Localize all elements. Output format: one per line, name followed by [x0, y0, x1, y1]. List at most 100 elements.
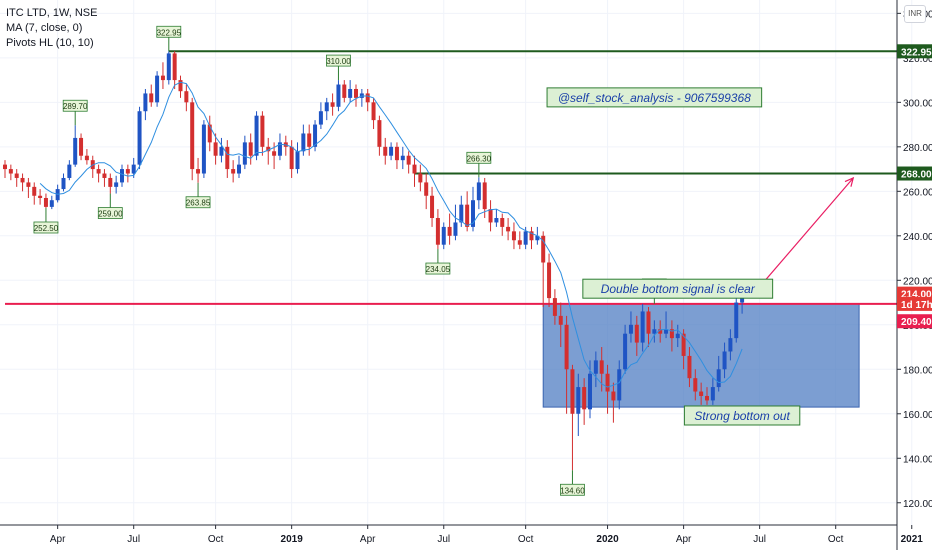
time-tick-label: 2020 [596, 534, 619, 545]
time-tick-label: Jul [753, 534, 766, 545]
ma-7-line [39, 81, 743, 388]
candle-body [272, 151, 277, 156]
candle-body [471, 200, 475, 227]
pivot-label: 289.70 [63, 102, 88, 111]
arrow-line[interactable] [753, 177, 854, 295]
candle-body [143, 93, 148, 112]
candle-body [722, 351, 727, 370]
time-tick-label: Jul [437, 534, 450, 545]
candle-body [465, 204, 470, 227]
candle-body [441, 226, 446, 245]
price-tick-label: 320.00 [903, 54, 932, 65]
candle-body [623, 333, 628, 370]
candle-body [447, 226, 452, 236]
candle-body [49, 200, 54, 207]
candle-body [517, 240, 522, 245]
candle-body [710, 387, 715, 401]
candle-body [482, 182, 487, 210]
symbol-title[interactable]: ITC LTD, 1W, NSE [6, 7, 98, 19]
time-tick-label: Apr [50, 534, 66, 545]
candle-body [453, 222, 458, 236]
projection-arrow[interactable] [753, 176, 855, 295]
pivot-label-box [97, 207, 123, 219]
candle-body [699, 391, 704, 396]
candle-body [728, 338, 733, 352]
candle-body [354, 88, 358, 98]
price-tick-label: 140.00 [903, 454, 932, 465]
candle-body [652, 329, 657, 334]
candle-body [43, 197, 48, 207]
arrow-head[interactable] [844, 176, 855, 187]
price-tag-background [897, 314, 932, 329]
candle-body [511, 231, 516, 241]
candle-body [599, 360, 604, 374]
candle-body [330, 102, 335, 107]
annotation-box[interactable] [683, 405, 801, 426]
candle-body [207, 124, 212, 143]
candle-body [318, 111, 323, 125]
annotation-box[interactable] [546, 87, 763, 108]
candle-body [687, 355, 692, 379]
candle-body [266, 146, 271, 152]
pivot-labels: 252.50 289.70 259.00 322.95 263.85 310.00 234.… [33, 25, 667, 496]
price-axis[interactable]: 120.00140.00160.00180.00200.00220.00240.… [896, 0, 932, 550]
candle-body [14, 173, 19, 178]
pivot-label-box [326, 54, 351, 67]
candle-body [371, 102, 376, 121]
candle-body [155, 75, 160, 103]
candle-body [131, 164, 136, 174]
candle-body [348, 88, 353, 98]
currency-button[interactable]: INR [904, 5, 926, 23]
candle-body [547, 262, 552, 299]
candle-body [20, 177, 25, 183]
candle-body [593, 360, 598, 374]
candle-body [424, 182, 429, 196]
candle-body [646, 311, 651, 334]
candle-body [184, 91, 189, 103]
candle-body [558, 315, 563, 325]
price-tick-label: 300.00 [903, 98, 932, 109]
candle-body [295, 151, 300, 170]
candle-body [120, 169, 124, 183]
price-tag-label: 214.00 [901, 290, 932, 301]
candle-body [435, 218, 440, 245]
candle-body [289, 146, 294, 170]
pivots-indicator-label[interactable]: Pivots HL (10, 10) [6, 37, 94, 49]
candle-body [201, 124, 206, 174]
candle-body [430, 195, 435, 219]
candle-body [32, 186, 37, 196]
candle-body [190, 102, 195, 170]
candle-body [137, 111, 142, 165]
candle-body [541, 235, 546, 263]
chart-legend: ITC LTD, 1W, NSE MA (7, close, 0) Pivots… [6, 6, 97, 51]
pivot-label: 259.00 [98, 210, 123, 219]
annotation-text: Strong bottom out [694, 409, 790, 423]
candle-body [172, 53, 177, 81]
ma-indicator-label[interactable]: MA (7, close, 0) [6, 22, 83, 34]
candle-body [178, 80, 183, 92]
price-tick-label: 260.00 [903, 187, 932, 198]
annotation-box[interactable] [582, 278, 774, 299]
candle-body [324, 102, 329, 112]
candle-body [225, 146, 230, 170]
candle-body [506, 226, 511, 232]
candle-body [418, 173, 423, 183]
horizontal-lines[interactable] [5, 50, 897, 305]
pivot-label-box [185, 196, 211, 209]
time-axis[interactable]: Apr Jul Oct 2019 Apr Jul Oct 2020 Apr Jul Oct 2021 [0, 524, 923, 545]
pivot-label-box [62, 99, 88, 112]
pivot-label: 252.50 [34, 224, 59, 233]
candle-body [664, 329, 669, 334]
price-tag-label: 1d 17h [901, 300, 932, 311]
time-tick-label: Jul [127, 534, 140, 545]
candle-body [588, 373, 592, 410]
candle-body [377, 120, 382, 147]
candle-body [611, 391, 616, 401]
text-annotations[interactable]: @self_stock_analysis - 9067599368 Double … [546, 87, 801, 426]
candle-body [576, 387, 581, 414]
candle-body [342, 84, 347, 98]
candle-body [383, 146, 388, 156]
candle-body [219, 146, 224, 156]
